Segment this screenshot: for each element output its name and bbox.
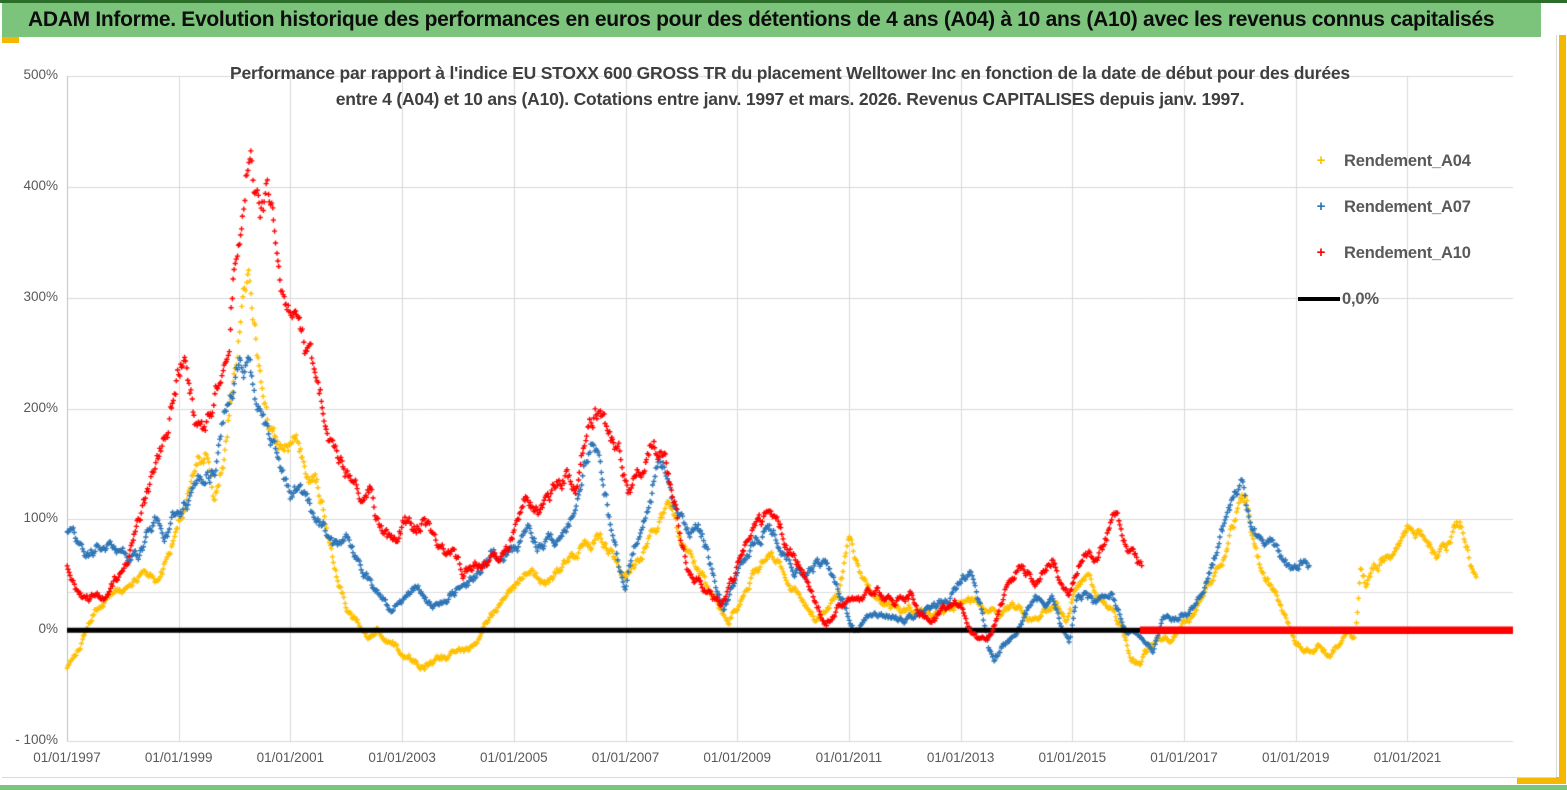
x-axis-tick-label: 01/01/2015 bbox=[1038, 750, 1107, 765]
plus-marker-icon: + bbox=[1316, 152, 1326, 169]
x-axis-tick-label: 01/01/1999 bbox=[144, 750, 213, 765]
zero-line-swatch-icon bbox=[1298, 297, 1340, 301]
x-axis-tick-label: 01/01/2017 bbox=[1150, 750, 1218, 765]
x-axis-tick-label: 01/01/2021 bbox=[1373, 750, 1442, 765]
legend-item-a07: + Rendement_A07 bbox=[1298, 184, 1471, 230]
legend-item-zero-line: 0,0% bbox=[1298, 276, 1471, 322]
x-axis-tick-label: 01/01/2001 bbox=[256, 750, 325, 765]
y-axis-tick-label: 200% bbox=[23, 399, 58, 415]
legend-label: Rendement_A10 bbox=[1344, 243, 1471, 262]
y-axis-tick-label: 0% bbox=[38, 621, 58, 637]
x-axis-tick-label: 01/01/2013 bbox=[926, 750, 995, 765]
y-axis-tick-label: 100% bbox=[23, 510, 58, 526]
y-axis-tick-label: - 100% bbox=[15, 732, 58, 747]
x-axis-tick-label: 01/01/2019 bbox=[1261, 750, 1330, 765]
x-axis-tick-label: 01/01/2003 bbox=[368, 750, 436, 765]
chart-title: Performance par rapport à l'indice EU ST… bbox=[67, 60, 1513, 112]
chart-title-line1: Performance par rapport à l'indice EU ST… bbox=[230, 63, 1350, 83]
x-axis-tick-label: 01/01/1997 bbox=[33, 750, 101, 765]
y-axis-tick-label: 500% bbox=[23, 67, 58, 82]
plus-marker-icon: + bbox=[1316, 244, 1326, 261]
legend-label: Rendement_A07 bbox=[1344, 197, 1471, 216]
y-axis-tick-label: 300% bbox=[23, 288, 58, 304]
plus-marker-icon: + bbox=[1316, 198, 1326, 215]
x-axis-tick-label: 01/01/2009 bbox=[703, 750, 771, 765]
legend: + Rendement_A04 + Rendement_A07 + Rendem… bbox=[1298, 138, 1471, 322]
x-axis-tick-label: 01/01/2005 bbox=[480, 750, 548, 765]
x-axis-tick-label: 01/01/2011 bbox=[815, 750, 883, 765]
legend-label: Rendement_A04 bbox=[1344, 151, 1471, 170]
legend-label: 0,0% bbox=[1342, 289, 1379, 308]
legend-item-a10: + Rendement_A10 bbox=[1298, 230, 1471, 276]
legend-item-a04: + Rendement_A04 bbox=[1298, 138, 1471, 184]
chart-title-line2: entre 4 (A04) et 10 ans (A10). Cotations… bbox=[335, 89, 1245, 109]
x-axis-tick-label: 01/01/2007 bbox=[591, 750, 660, 765]
y-axis-tick-label: 400% bbox=[23, 177, 58, 193]
